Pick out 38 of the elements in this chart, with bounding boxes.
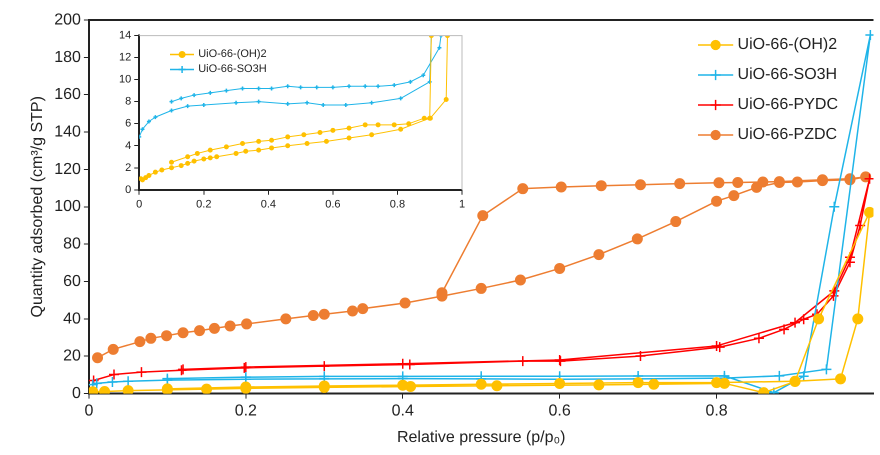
x-tick-label: 0.6 [325,198,341,210]
y-tick-label: 4 [125,140,132,152]
legend-label: UiO-66-SO3H [738,66,838,84]
y-axis-title: Quantity adsorbed (cm³/g STP) [29,96,46,318]
legend-label: UiO-66-(OH)2 [198,48,267,60]
y-tick-label: 0 [125,184,132,196]
x-tick-label: 0 [84,402,94,420]
legend-label: UiO-66-SO3H [198,63,267,75]
x-tick-label: 0.4 [392,402,414,420]
legend-label: UiO-66-PZDC [738,126,838,144]
x-tick-label: 1 [458,198,466,210]
y-tick-label: 14 [118,30,132,42]
y-tick-label: 0 [72,385,81,402]
x-tick-label: 0.8 [705,402,728,420]
x-tick-label: 0.6 [548,402,571,420]
x-tick-label: 0.2 [196,198,212,210]
y-tick-label: 12 [118,52,132,64]
y-tick-label: 8 [125,96,132,108]
y-tick-label: 180 [54,48,81,66]
x-tick-label: 0.8 [390,198,406,210]
x-tick-label: 0.4 [260,198,276,210]
y-tick-label: 60 [63,272,81,290]
legend-label: UiO-66-(OH)2 [738,36,838,54]
y-tick-label: 10 [118,74,132,86]
legend-label: UiO-66-PYDC [738,96,838,114]
y-tick-label: 200 [54,11,81,28]
y-tick-label: 80 [63,236,81,253]
x-tick-label: 0.2 [234,402,258,420]
x-axis-title: Relative pressure (p/p₀) [396,428,566,446]
y-tick-label: 20 [63,348,81,365]
y-tick-label: 2 [125,162,132,174]
y-tick-label: 100 [54,198,81,216]
x-tick-label: 0 [136,198,142,210]
y-tick-label: 6 [125,118,132,130]
y-tick-label: 120 [54,160,81,178]
y-tick-label: 40 [63,310,81,328]
y-tick-label: 140 [54,123,81,140]
y-tick-label: 160 [54,86,81,104]
